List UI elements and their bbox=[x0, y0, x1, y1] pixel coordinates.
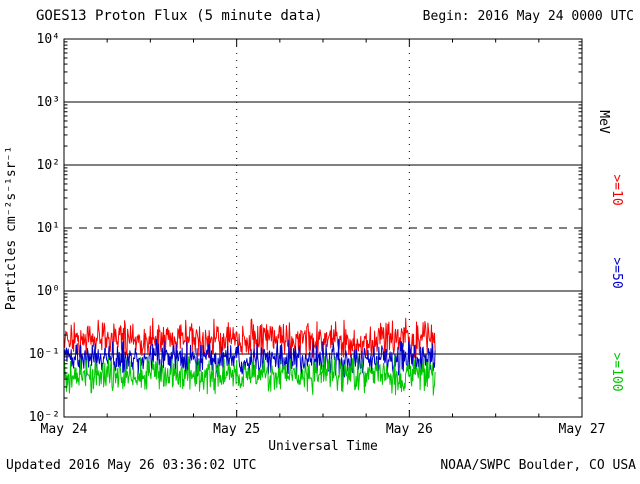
svg-text:10²: 10² bbox=[37, 158, 60, 173]
right-unit-label: MeV bbox=[596, 110, 611, 134]
svg-text:10¹: 10¹ bbox=[37, 221, 60, 236]
x-axis-title: Universal Time bbox=[268, 439, 378, 454]
svg-text:May 27: May 27 bbox=[559, 422, 606, 437]
chart-title: GOES13 Proton Flux (5 minute data) bbox=[36, 8, 323, 24]
svg-text:10⁰: 10⁰ bbox=[37, 284, 60, 299]
svg-text:10⁴: 10⁴ bbox=[37, 32, 60, 47]
legend-label-50: >=50 bbox=[609, 257, 624, 288]
series-line-100 bbox=[63, 355, 436, 396]
source-attribution: NOAA/SWPC Boulder, CO USA bbox=[440, 458, 636, 473]
series-line-50 bbox=[63, 338, 436, 378]
legend-label-10: >=10 bbox=[609, 174, 624, 205]
y-axis-title: Particles cm⁻²s⁻¹sr⁻¹ bbox=[4, 146, 19, 310]
y-tick-labels: 10⁴ 10³ 10² 10¹ 10⁰ 10⁻¹ 10⁻² bbox=[29, 32, 60, 425]
svg-text:May 24: May 24 bbox=[41, 422, 88, 437]
series-lines bbox=[63, 317, 436, 396]
svg-text:10³: 10³ bbox=[37, 95, 60, 110]
begin-time-label: Begin: 2016 May 24 0000 UTC bbox=[422, 9, 634, 24]
svg-text:May 25: May 25 bbox=[213, 422, 260, 437]
updated-timestamp: Updated 2016 May 26 03:36:02 UTC bbox=[6, 458, 257, 473]
axis-ticks bbox=[63, 38, 583, 418]
right-axis-labels: MeV >=10 >=50 >=100 bbox=[596, 110, 624, 391]
svg-text:10⁻¹: 10⁻¹ bbox=[29, 347, 60, 362]
svg-text:May 26: May 26 bbox=[386, 422, 433, 437]
x-tick-labels: May 24 May 25 May 26 May 27 bbox=[41, 422, 606, 437]
svg-text:10⁻²: 10⁻² bbox=[29, 410, 60, 425]
legend-label-100: >=100 bbox=[609, 352, 624, 391]
